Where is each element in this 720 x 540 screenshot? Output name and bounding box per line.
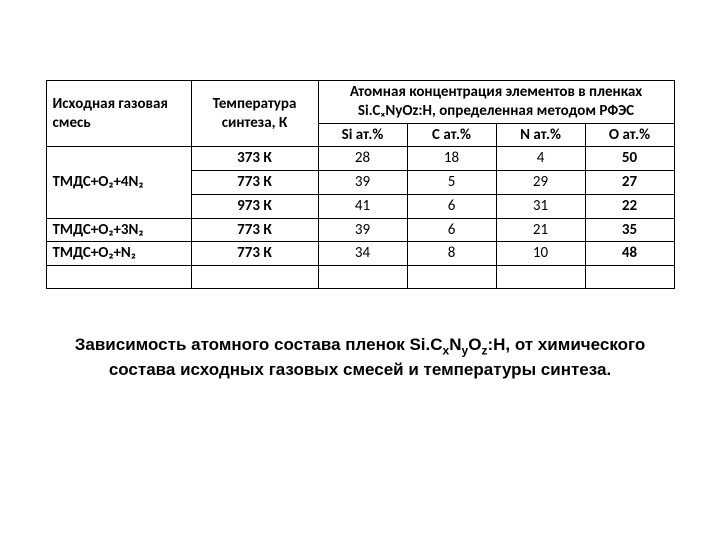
cell-o: 35: [585, 218, 674, 242]
caption-line2: состава исходных газовых смесей и темпер…: [109, 360, 611, 379]
cell-mix: ТМДС+О₂+3N₂: [46, 218, 191, 242]
cell-n: 31: [496, 194, 585, 218]
table-row: ТМДС+О₂+3N₂ 773 К 39 6 21 35: [46, 218, 674, 242]
cell-si: 34: [318, 242, 407, 266]
cell-o: 27: [585, 171, 674, 195]
table-row: ТМДС+О₂+N₂ 773 К 34 8 10 48: [46, 242, 674, 266]
cell-c: 8: [407, 242, 496, 266]
cell-temp: 773 К: [191, 242, 318, 266]
header-concentration: Атомная концентрация элементов в пленках…: [318, 81, 674, 124]
cell-n: 29: [496, 171, 585, 195]
cell-n: 10: [496, 242, 585, 266]
cell-n: 21: [496, 218, 585, 242]
header-n: N ат.%: [496, 123, 585, 147]
caption-line1a: Зависимость атомного состава пленок Si.C: [75, 335, 443, 354]
header-temp: Температура синтеза, К: [191, 81, 318, 147]
cell-temp: 973 К: [191, 194, 318, 218]
table-row: ТМДС+О₂+4N₂ 373 К 28 18 4 50: [46, 147, 674, 171]
cell-c: 6: [407, 218, 496, 242]
cell-o: 50: [585, 147, 674, 171]
header-si: Si ат.%: [318, 123, 407, 147]
cell-si: 28: [318, 147, 407, 171]
cell-c: 6: [407, 194, 496, 218]
cell-mix: ТМДС+О₂+N₂: [46, 242, 191, 266]
cell-c: 18: [407, 147, 496, 171]
header-row-1: Исходная газовая смесь Температура синте…: [46, 81, 674, 124]
cell-o: 22: [585, 194, 674, 218]
caption-mid1: N: [449, 335, 461, 354]
cell-temp: 373 К: [191, 147, 318, 171]
cell-si: 39: [318, 218, 407, 242]
header-o: О ат.%: [585, 123, 674, 147]
cell-si: 39: [318, 171, 407, 195]
header-c: С ат.%: [407, 123, 496, 147]
table-caption: Зависимость атомного состава пленок Si.C…: [0, 334, 720, 382]
cell-o: 48: [585, 242, 674, 266]
cell-temp: 773 К: [191, 171, 318, 195]
caption-mid2: O: [468, 335, 481, 354]
cell-c: 5: [407, 171, 496, 195]
composition-table: Исходная газовая смесь Температура синте…: [46, 80, 675, 289]
caption-line1b: :H, от химического: [487, 335, 645, 354]
cell-si: 41: [318, 194, 407, 218]
header-mix: Исходная газовая смесь: [46, 81, 191, 147]
cell-n: 4: [496, 147, 585, 171]
cell-temp: 773 К: [191, 218, 318, 242]
cell-mix: ТМДС+О₂+4N₂: [46, 147, 191, 218]
table-empty-row: [46, 266, 674, 289]
